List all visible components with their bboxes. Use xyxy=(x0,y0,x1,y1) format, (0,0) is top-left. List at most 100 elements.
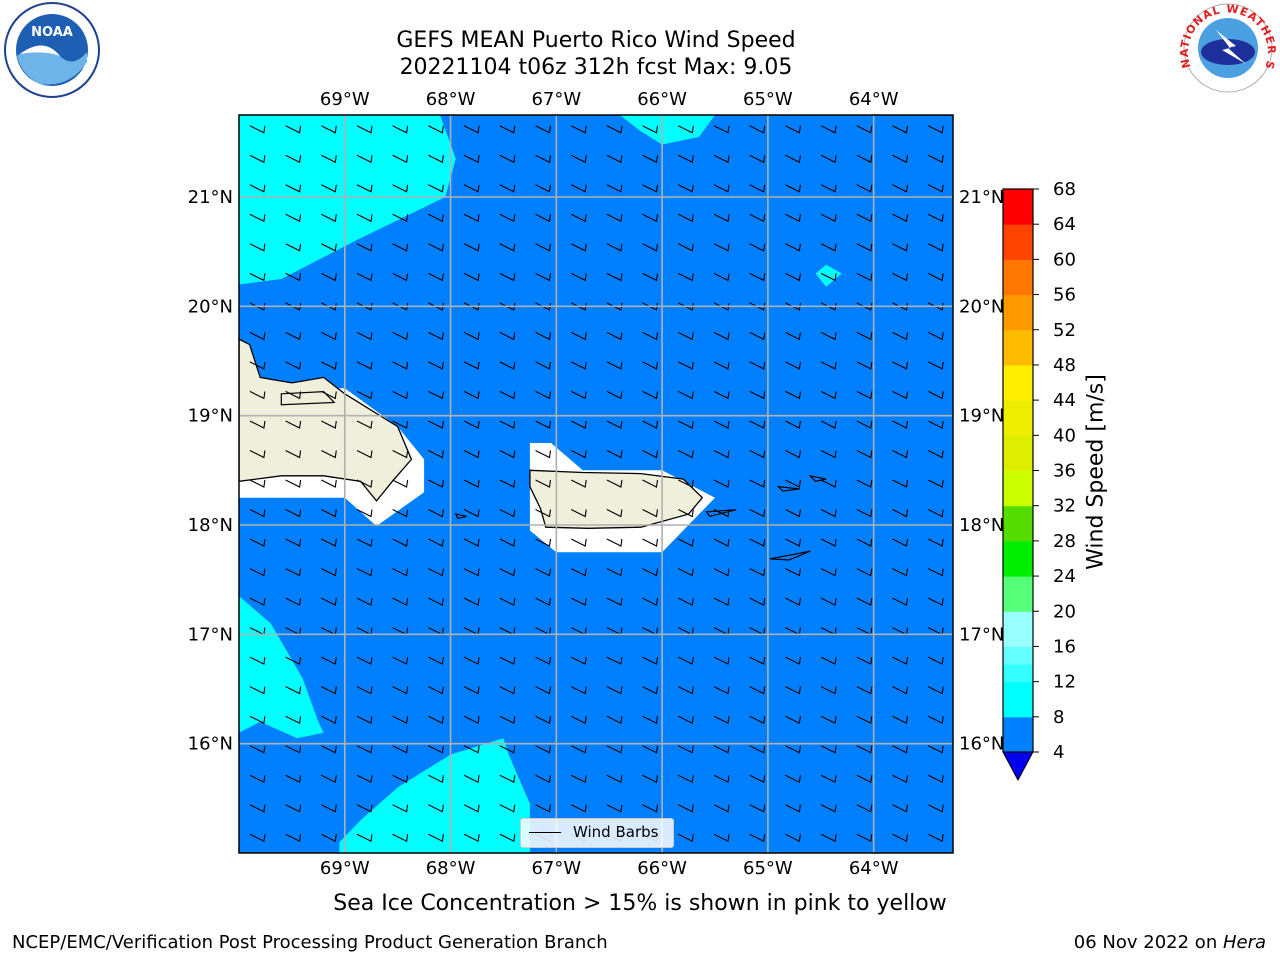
wind-barb xyxy=(285,154,302,164)
wind-barb xyxy=(499,450,516,459)
wind-barb xyxy=(678,715,694,725)
wind-barb xyxy=(749,538,766,547)
wind-barb xyxy=(249,272,266,282)
wind-barb xyxy=(927,833,944,843)
wind-barb xyxy=(570,715,587,725)
wind-barb xyxy=(892,568,909,577)
wind-barb xyxy=(535,656,552,665)
wind-barb xyxy=(927,390,944,400)
wind-barb xyxy=(892,361,909,370)
wind-barb xyxy=(606,272,623,282)
wind-barb xyxy=(321,597,337,606)
wind-barb xyxy=(749,213,766,223)
wind-barb xyxy=(713,538,730,547)
wind-barb xyxy=(392,774,409,784)
wind-barb xyxy=(356,538,373,547)
wind-barb xyxy=(749,597,766,606)
wind-barb xyxy=(927,597,944,606)
wind-barb xyxy=(713,479,730,488)
wind-barb xyxy=(856,272,873,282)
wind-barb xyxy=(249,390,266,400)
wind-barb xyxy=(499,715,516,725)
wind-barb xyxy=(642,272,659,282)
wind-barb xyxy=(428,745,444,754)
wind-barb xyxy=(249,450,266,459)
wind-barb xyxy=(927,774,944,784)
wind-barb xyxy=(356,745,373,754)
map-frame xyxy=(238,114,954,854)
wind-barb xyxy=(606,420,623,429)
wind-barb xyxy=(356,390,373,400)
wind-barb xyxy=(463,243,480,252)
wind-barb xyxy=(356,715,373,725)
wind-barb xyxy=(428,509,444,518)
longitude-label-bottom: 66°W xyxy=(637,858,687,879)
wind-barb xyxy=(642,243,659,252)
wind-barb xyxy=(749,479,766,488)
wind-barb xyxy=(321,568,337,577)
wind-barb xyxy=(463,361,480,370)
wind-barb xyxy=(463,656,480,665)
wind-barb xyxy=(606,656,623,665)
wind-barb xyxy=(463,272,480,282)
wind-barb-legend-line xyxy=(529,832,561,833)
wind-barb xyxy=(535,715,552,725)
wind-barb xyxy=(713,390,730,400)
wind-barb xyxy=(820,272,837,282)
footer-host: Hera xyxy=(1222,932,1266,953)
wind-barb xyxy=(499,302,516,311)
wind-barb xyxy=(820,568,837,577)
wind-barb xyxy=(642,774,659,784)
wind-barb xyxy=(749,745,766,754)
wind-barb xyxy=(820,361,837,370)
colorbar-band xyxy=(1003,505,1033,542)
wind-barb xyxy=(892,302,909,311)
wind-barb xyxy=(927,745,944,754)
wind-barb xyxy=(785,331,801,341)
wind-barb xyxy=(535,272,552,282)
wind-barb xyxy=(285,272,302,282)
wind-barb xyxy=(499,272,516,282)
wind-barb xyxy=(856,597,873,606)
wind-barb xyxy=(356,361,373,370)
wind-barb xyxy=(713,509,730,518)
wind-barb xyxy=(463,302,480,311)
wind-barb xyxy=(820,213,837,223)
wind-barb xyxy=(428,331,444,341)
wind-barb xyxy=(463,479,480,488)
colorbar-tick-label: 20 xyxy=(1053,601,1076,622)
colorbar-band xyxy=(1003,716,1033,753)
wind-barb xyxy=(892,184,909,193)
wind-barb xyxy=(713,243,730,252)
wind-barb xyxy=(678,479,694,488)
wind-barb xyxy=(749,656,766,665)
wind-barb xyxy=(785,184,801,193)
wind-barb xyxy=(892,833,909,843)
wind-barb xyxy=(463,745,480,754)
wind-barb xyxy=(927,804,944,813)
high-wind-region-northwest xyxy=(239,115,456,285)
wind-barb xyxy=(499,745,516,754)
wind-barb xyxy=(713,804,730,813)
colorbar-tick-label: 68 xyxy=(1053,179,1076,200)
wind-barb xyxy=(463,597,480,606)
wind-barb xyxy=(927,479,944,488)
wind-barb xyxy=(356,184,373,193)
wind-barb xyxy=(535,125,552,134)
colorbar-tick-label: 52 xyxy=(1053,320,1076,341)
wind-barb xyxy=(856,833,873,843)
wind-barb xyxy=(535,243,552,252)
wind-barb xyxy=(356,154,373,164)
wind-barb xyxy=(356,833,373,843)
wind-barb xyxy=(927,361,944,370)
wind-barb xyxy=(499,331,516,341)
wind-barb xyxy=(606,154,623,164)
wind-barb xyxy=(428,715,444,725)
wind-barb xyxy=(856,656,873,665)
wind-barb xyxy=(285,686,302,695)
wind-barb xyxy=(392,390,409,400)
wind-barb xyxy=(535,774,552,784)
wind-barb xyxy=(749,715,766,725)
wind-barb xyxy=(356,125,373,134)
wind-barb xyxy=(463,213,480,223)
